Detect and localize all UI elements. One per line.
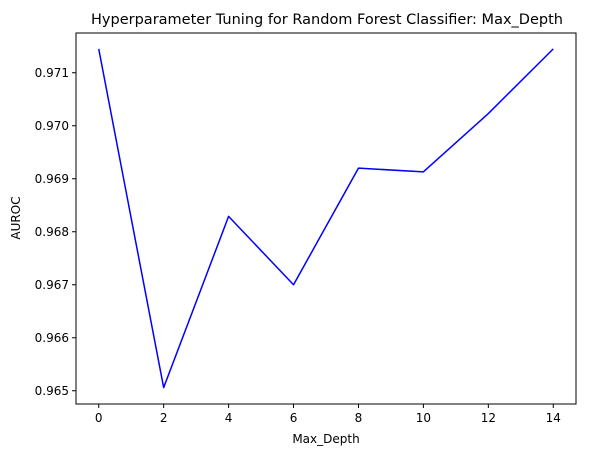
x-tick-label: 10: [416, 411, 431, 425]
y-tick-label: 0.967: [35, 278, 69, 292]
x-tick-label: 12: [481, 411, 496, 425]
x-tick-label: 14: [546, 411, 561, 425]
y-axis: 0.965 0.966 0.967 0.968 0.969 0.970 0.971: [35, 66, 76, 398]
y-tick-label: 0.966: [35, 331, 69, 345]
series-layer: [99, 49, 554, 388]
y-tick-label: 0.968: [35, 225, 69, 239]
x-tick-label: 6: [290, 411, 298, 425]
x-axis: 0 2 4 6 8 10 12 14: [95, 404, 561, 425]
y-tick-label: 0.969: [35, 172, 69, 186]
x-tick-label: 8: [355, 411, 363, 425]
series-line: [99, 49, 554, 388]
x-tick-label: 4: [225, 411, 233, 425]
x-axis-label: Max_Depth: [292, 432, 359, 446]
chart-title: Hyperparameter Tuning for Random Forest …: [91, 12, 563, 28]
x-tick-label: 0: [95, 411, 103, 425]
plot-area-frame: [76, 33, 576, 404]
x-tick-label: 2: [160, 411, 168, 425]
y-tick-label: 0.970: [35, 119, 69, 133]
y-tick-label: 0.971: [35, 66, 69, 80]
y-axis-label: AUROC: [9, 196, 23, 239]
y-tick-label: 0.965: [35, 384, 69, 398]
